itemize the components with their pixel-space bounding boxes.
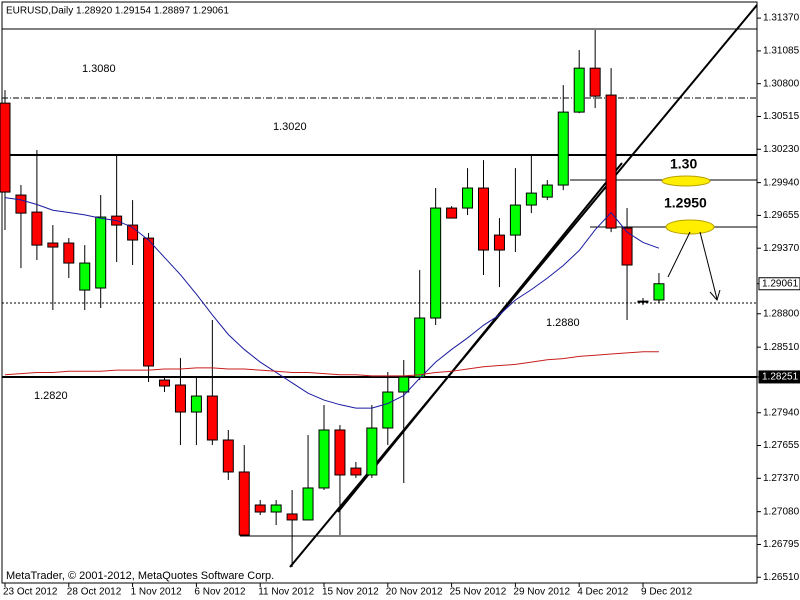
- x-tick-label: 6 Nov 2012: [194, 587, 246, 598]
- x-tick-label: 1 Nov 2012: [131, 587, 183, 598]
- candle-body: [159, 379, 170, 387]
- watermark: MetaTrader, © 2001-2012, MetaQuotes Soft…: [6, 570, 274, 582]
- candle-body: [79, 262, 91, 291]
- y-tick-label: 1.27080: [763, 506, 800, 517]
- candle-body: [493, 234, 505, 251]
- price-box: [758, 370, 800, 384]
- candle-body: [541, 184, 553, 198]
- level-label: 1.2880: [546, 317, 580, 329]
- level-label: 1.2820: [34, 390, 68, 402]
- x-tick-label: 29 Nov 2012: [513, 587, 570, 598]
- moving-average: [4, 197, 660, 409]
- candle-body: [446, 207, 458, 219]
- candle-body: [238, 471, 250, 536]
- candle-body: [222, 439, 234, 473]
- y-tick-label: 1.27940: [763, 407, 800, 418]
- candles: [0, 30, 665, 568]
- plot-frame: [1, 1, 758, 584]
- y-tick-label: 1.29940: [763, 177, 800, 188]
- candle-body: [525, 192, 537, 206]
- candle-body: [95, 216, 107, 289]
- y-tick-label: 1.30230: [763, 144, 800, 155]
- candle-body: [621, 227, 633, 266]
- y-tick-label: 1.28510: [763, 342, 800, 353]
- level-label: 1.3080: [82, 63, 116, 75]
- arrow: [699, 231, 718, 300]
- y-tick-label: 1.30800: [763, 78, 800, 89]
- candle-body: [190, 395, 202, 413]
- y-tick-label: 1.28800: [763, 308, 800, 319]
- candle-body: [462, 187, 474, 209]
- candle-body: [15, 194, 27, 214]
- candle-body: [589, 67, 601, 97]
- y-tick-label: 1.27655: [763, 440, 800, 451]
- candle-body: [0, 102, 11, 193]
- candle-body: [318, 429, 330, 489]
- candle-body: [478, 187, 489, 251]
- y-tick-label: 1.26795: [763, 539, 800, 550]
- y-tick-label: 1.29655: [763, 210, 800, 221]
- price-box: [758, 277, 800, 291]
- y-tick-label: 1.31085: [763, 46, 800, 57]
- y-tick-label: 1.26510: [763, 572, 800, 583]
- candle-body: [366, 427, 378, 476]
- x-tick-label: 23 Oct 2012: [3, 587, 58, 598]
- y-tick-label: 1.30515: [763, 111, 800, 122]
- candle-body: [206, 395, 218, 441]
- candle-body: [174, 384, 186, 413]
- candle-body: [557, 111, 569, 186]
- candle-body: [653, 283, 665, 301]
- y-tick-label: 1.31370: [763, 13, 800, 24]
- candle-body: [573, 67, 585, 113]
- x-tick-label: 9 Dec 2012: [641, 587, 693, 598]
- candle-body: [637, 300, 649, 303]
- candle-body: [31, 211, 43, 246]
- candle-body: [605, 94, 617, 229]
- candle-body: [270, 504, 282, 513]
- y-tick-label: 1.27370: [763, 473, 800, 484]
- candle-body: [286, 513, 298, 521]
- candle-body: [63, 242, 75, 264]
- marker-ellipse: [661, 175, 711, 187]
- y-tick-label: 1.28251: [762, 372, 799, 383]
- arrow: [667, 231, 691, 278]
- y-tick-label: 1.29370: [763, 243, 800, 254]
- candle-body: [350, 467, 362, 476]
- x-tick-label: 4 Dec 2012: [577, 587, 629, 598]
- x-tick-label: 15 Nov 2012: [322, 587, 379, 598]
- candle-body: [509, 204, 521, 236]
- candle-body: [47, 242, 59, 248]
- candle-body: [302, 487, 314, 521]
- candle-body: [398, 376, 410, 393]
- chart-title: EURUSD,Daily 1.28920 1.29154 1.28897 1.2…: [6, 6, 229, 17]
- candle-body: [414, 317, 426, 378]
- x-tick-label: 28 Oct 2012: [67, 587, 122, 598]
- x-tick-label: 11 Nov 2012: [258, 587, 314, 598]
- trend-line: [337, 162, 623, 513]
- x-tick-label: 20 Nov 2012: [386, 587, 443, 598]
- candle-body: [430, 207, 442, 319]
- target-label: 1.30: [670, 156, 697, 172]
- moving-average: [4, 351, 659, 377]
- candle-body: [334, 429, 346, 476]
- x-tick-label: 25 Nov 2012: [450, 587, 507, 598]
- target-label: 1.2950: [664, 195, 707, 211]
- candle-body: [127, 224, 139, 241]
- candle-body: [143, 237, 155, 367]
- level-label: 1.3020: [273, 121, 307, 133]
- y-tick-label: 1.29061: [762, 278, 799, 289]
- marker-ellipse: [665, 219, 715, 235]
- candle-body: [382, 391, 394, 429]
- candle-body: [254, 504, 266, 513]
- arrow-head: [709, 289, 721, 302]
